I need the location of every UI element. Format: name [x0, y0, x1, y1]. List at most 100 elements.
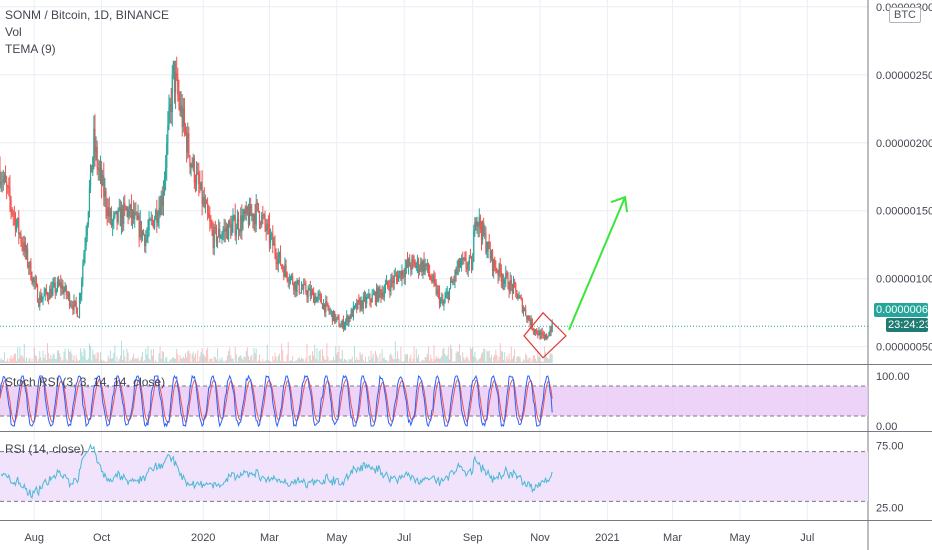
volume-bar — [123, 349, 125, 363]
volume-bar — [388, 360, 390, 363]
volume-bar — [432, 361, 434, 363]
candle-body — [112, 221, 114, 226]
volume-bar — [418, 354, 420, 363]
candle-body — [180, 105, 182, 112]
volume-bar — [50, 355, 52, 363]
volume-bar — [40, 357, 42, 363]
candle-body — [239, 231, 241, 233]
volume-bar — [71, 353, 73, 363]
volume-bar — [252, 360, 254, 363]
volume-bar — [376, 354, 378, 363]
candle-body — [437, 289, 440, 292]
volume-bar — [473, 356, 475, 363]
candle-body — [144, 234, 146, 246]
candle-body — [213, 227, 215, 249]
volume-bar — [452, 361, 454, 363]
candle-body — [20, 234, 22, 243]
volume-bar — [83, 348, 85, 363]
candle-body — [380, 290, 382, 298]
volume-bar — [331, 360, 333, 363]
volume-bar — [276, 360, 278, 363]
candle-body — [53, 282, 55, 285]
volume-bar — [85, 359, 87, 363]
candle-body — [288, 281, 290, 283]
candle-body — [320, 295, 322, 304]
candle-body — [45, 289, 47, 294]
candle-body — [151, 219, 153, 221]
candle-body — [436, 289, 438, 295]
volume-bar — [59, 353, 61, 363]
candle-body — [435, 282, 437, 295]
volume-bar — [32, 361, 34, 363]
volume-bar — [3, 352, 5, 363]
volume-bar — [431, 358, 433, 363]
volume-bar — [177, 354, 179, 363]
candle-body — [275, 253, 277, 262]
volume-bar — [521, 361, 523, 363]
candle-body — [84, 245, 86, 255]
candle-body — [378, 286, 380, 301]
candle-body — [375, 287, 378, 303]
candle-body — [502, 279, 505, 284]
candle-body — [364, 296, 367, 304]
candle-body — [478, 216, 480, 227]
candle-body — [370, 300, 372, 303]
volume-bar — [307, 361, 309, 363]
candle-body — [31, 279, 33, 284]
candle-body — [313, 291, 315, 303]
x-tick-label: May — [730, 532, 751, 544]
candle-body — [483, 222, 485, 235]
volume-bar — [509, 360, 511, 363]
candle-body — [14, 215, 17, 231]
volume-bar — [74, 360, 76, 363]
volume-bar — [372, 353, 374, 363]
volume-bar — [537, 352, 539, 363]
candle-body — [334, 311, 336, 322]
candle-body — [346, 315, 348, 321]
candle-body — [530, 319, 532, 326]
volume-bar — [101, 359, 103, 363]
volume-bar — [400, 346, 402, 363]
volume-bar — [268, 361, 270, 363]
candle-body — [271, 233, 273, 235]
tema-indicator-label[interactable]: TEMA (9) — [5, 42, 56, 56]
candle-body — [43, 293, 45, 297]
candle-body — [533, 330, 536, 332]
candle-body — [210, 221, 212, 227]
symbol-title[interactable]: SONM / Bitcoin, 1D, BINANCE — [5, 8, 170, 22]
candle-body — [110, 211, 113, 226]
candle-body — [367, 297, 369, 299]
volume-bar — [144, 360, 146, 363]
candle-body — [150, 219, 152, 221]
volume-bar — [546, 356, 548, 363]
candle-body — [42, 296, 44, 299]
candle-body — [348, 316, 350, 324]
stoch-rsi-label[interactable]: Stoch RSI (3, 3, 14, 14, close) — [5, 375, 166, 389]
candle-body — [256, 202, 258, 204]
candle-body — [183, 108, 186, 126]
volume-bar — [143, 361, 145, 363]
candle-body — [40, 295, 42, 302]
candle-body — [413, 259, 415, 263]
x-tick-label: 2021 — [595, 532, 619, 544]
volume-bar — [81, 351, 83, 363]
candle-body — [268, 223, 271, 243]
candle-body — [447, 292, 449, 300]
volume-bar — [538, 356, 540, 363]
volume-bar — [348, 358, 350, 363]
volume-bar — [6, 360, 8, 363]
candle-body — [305, 284, 307, 294]
candle-body — [486, 250, 488, 253]
volume-bar — [112, 357, 114, 363]
volume-indicator-label[interactable]: Vol — [5, 25, 22, 39]
volume-bar — [504, 352, 506, 363]
candle-body — [0, 181, 2, 185]
volume-bar — [377, 357, 379, 363]
candle-body — [446, 292, 448, 295]
volume-bar — [288, 361, 290, 363]
currency-badge[interactable]: BTC — [889, 7, 921, 23]
volume-bar — [548, 358, 550, 363]
candle-body — [485, 233, 487, 253]
rsi-label[interactable]: RSI (14, close) — [5, 442, 85, 456]
